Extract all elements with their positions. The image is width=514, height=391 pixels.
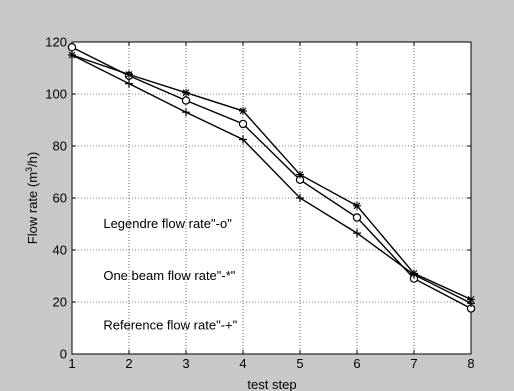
- y-axis-label-sup: 3: [24, 167, 34, 172]
- annotation-text: Reference flow rate"-+": [103, 317, 237, 332]
- y-tick-label: 20: [53, 295, 67, 310]
- annotation-text: One beam flow rate"-*": [103, 268, 235, 283]
- data-point-plus: [125, 79, 133, 88]
- y-axis-label-end: /h): [25, 152, 40, 167]
- data-point-circle: [238, 119, 248, 129]
- x-tick-label: 1: [68, 356, 75, 371]
- x-tick-label: 5: [296, 356, 303, 371]
- data-point-plus: [410, 270, 418, 279]
- x-tick-label: 4: [239, 356, 246, 371]
- y-axis-label: Flow rate (m3/h): [24, 152, 40, 244]
- series-group: [67, 43, 476, 313]
- x-tick-label: 6: [353, 356, 360, 371]
- data-point-plus: [296, 194, 304, 202]
- data-point-plus: [353, 229, 361, 238]
- y-tick-label: 40: [53, 243, 67, 258]
- data-point-star: [296, 170, 304, 179]
- y-tick-label: 80: [53, 139, 67, 154]
- x-tick-label: 2: [125, 356, 132, 371]
- data-point-plus: [467, 299, 475, 308]
- y-axis-label-main: Flow rate (m: [25, 172, 40, 244]
- y-tick-label: 100: [45, 87, 67, 102]
- data-point-circle: [352, 213, 362, 222]
- x-tick-label: 3: [182, 356, 189, 371]
- annotations: Legendre flow rate"-o" One beam flow rate…: [103, 216, 237, 332]
- x-axis-label: test step: [247, 377, 296, 391]
- data-point-plus: [182, 108, 190, 117]
- series-line: [71, 54, 472, 301]
- y-tick-label: 0: [60, 347, 67, 362]
- data-point-plus: [239, 135, 247, 144]
- data-point-circle: [67, 43, 77, 52]
- data-point-plus: [68, 51, 76, 59]
- data-point-star: [125, 70, 133, 79]
- y-tick-label: 120: [45, 35, 67, 50]
- y-tick-label: 60: [53, 191, 67, 206]
- data-point-star: [239, 106, 247, 115]
- annotation-text: Legendre flow rate"-o": [103, 216, 232, 231]
- x-tick-label: 8: [467, 356, 474, 371]
- data-point-star: [182, 88, 190, 97]
- data-point-star: [353, 201, 361, 210]
- series-line: [71, 54, 472, 304]
- data-point-circle: [181, 96, 191, 105]
- x-tick-label: 7: [410, 356, 417, 371]
